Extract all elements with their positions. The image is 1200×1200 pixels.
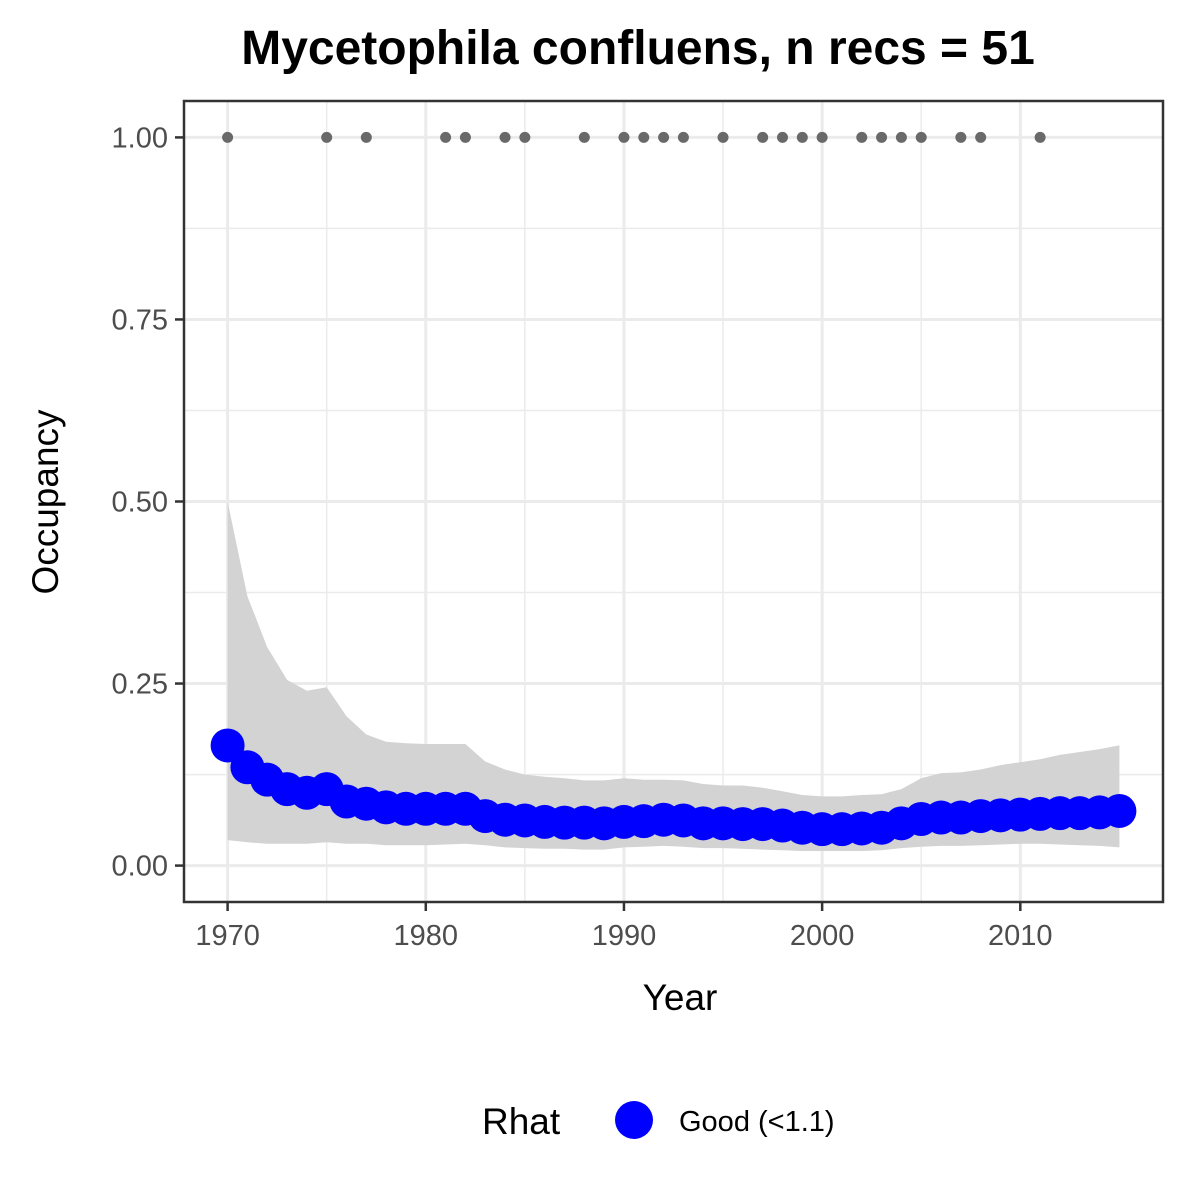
x-axis-title: Year (643, 977, 718, 1018)
record-point (895, 131, 907, 143)
occupancy-point (210, 728, 245, 763)
axis-ticks: 0.00 0.25 0.50 0.75 1.00 1970 1980 1990 2000 2010 (112, 122, 1053, 952)
occupancy-point (1102, 793, 1137, 828)
record-point (618, 131, 630, 143)
y-tick-label: 0.00 (112, 851, 168, 883)
record-point (915, 131, 927, 143)
x-tick-label: 1970 (195, 920, 260, 952)
record-point (519, 131, 531, 143)
x-tick-label: 1990 (592, 920, 657, 952)
record-point (876, 131, 888, 143)
record-point (975, 131, 987, 143)
legend-label-good: Good (<1.1) (679, 1106, 835, 1138)
occupancy-points (210, 728, 1137, 847)
credible-interval-ribbon (227, 501, 1120, 851)
y-axis-title: Occupancy (25, 409, 66, 595)
legend-key-good (615, 1101, 653, 1139)
record-point (360, 131, 372, 143)
x-tick-label: 1980 (394, 920, 459, 952)
record-point (955, 131, 967, 143)
x-tick-label: 2000 (790, 920, 855, 952)
record-point (856, 131, 868, 143)
record-point (776, 131, 788, 143)
chart-title: Mycetophila confluens, n recs = 51 (241, 22, 1035, 75)
record-point (440, 131, 452, 143)
record-points (222, 131, 1046, 143)
legend-title: Rhat (482, 1101, 561, 1142)
record-point (321, 131, 333, 143)
y-tick-label: 0.25 (112, 669, 168, 701)
record-point (1034, 131, 1046, 143)
record-point (499, 131, 511, 143)
y-tick-label: 0.75 (112, 304, 168, 336)
x-tick-label: 2010 (988, 920, 1053, 952)
record-point (459, 131, 471, 143)
record-point (222, 131, 234, 143)
record-point (757, 131, 769, 143)
y-tick-label: 0.50 (112, 487, 168, 519)
record-point (816, 131, 828, 143)
y-tick-label: 1.00 (112, 122, 168, 154)
record-point (717, 131, 729, 143)
legend: Rhat Good (<1.1) (482, 1101, 835, 1142)
record-point (638, 131, 650, 143)
record-point (677, 131, 689, 143)
ribbon-area (227, 501, 1120, 851)
record-point (658, 131, 670, 143)
record-point (796, 131, 808, 143)
record-point (578, 131, 590, 143)
